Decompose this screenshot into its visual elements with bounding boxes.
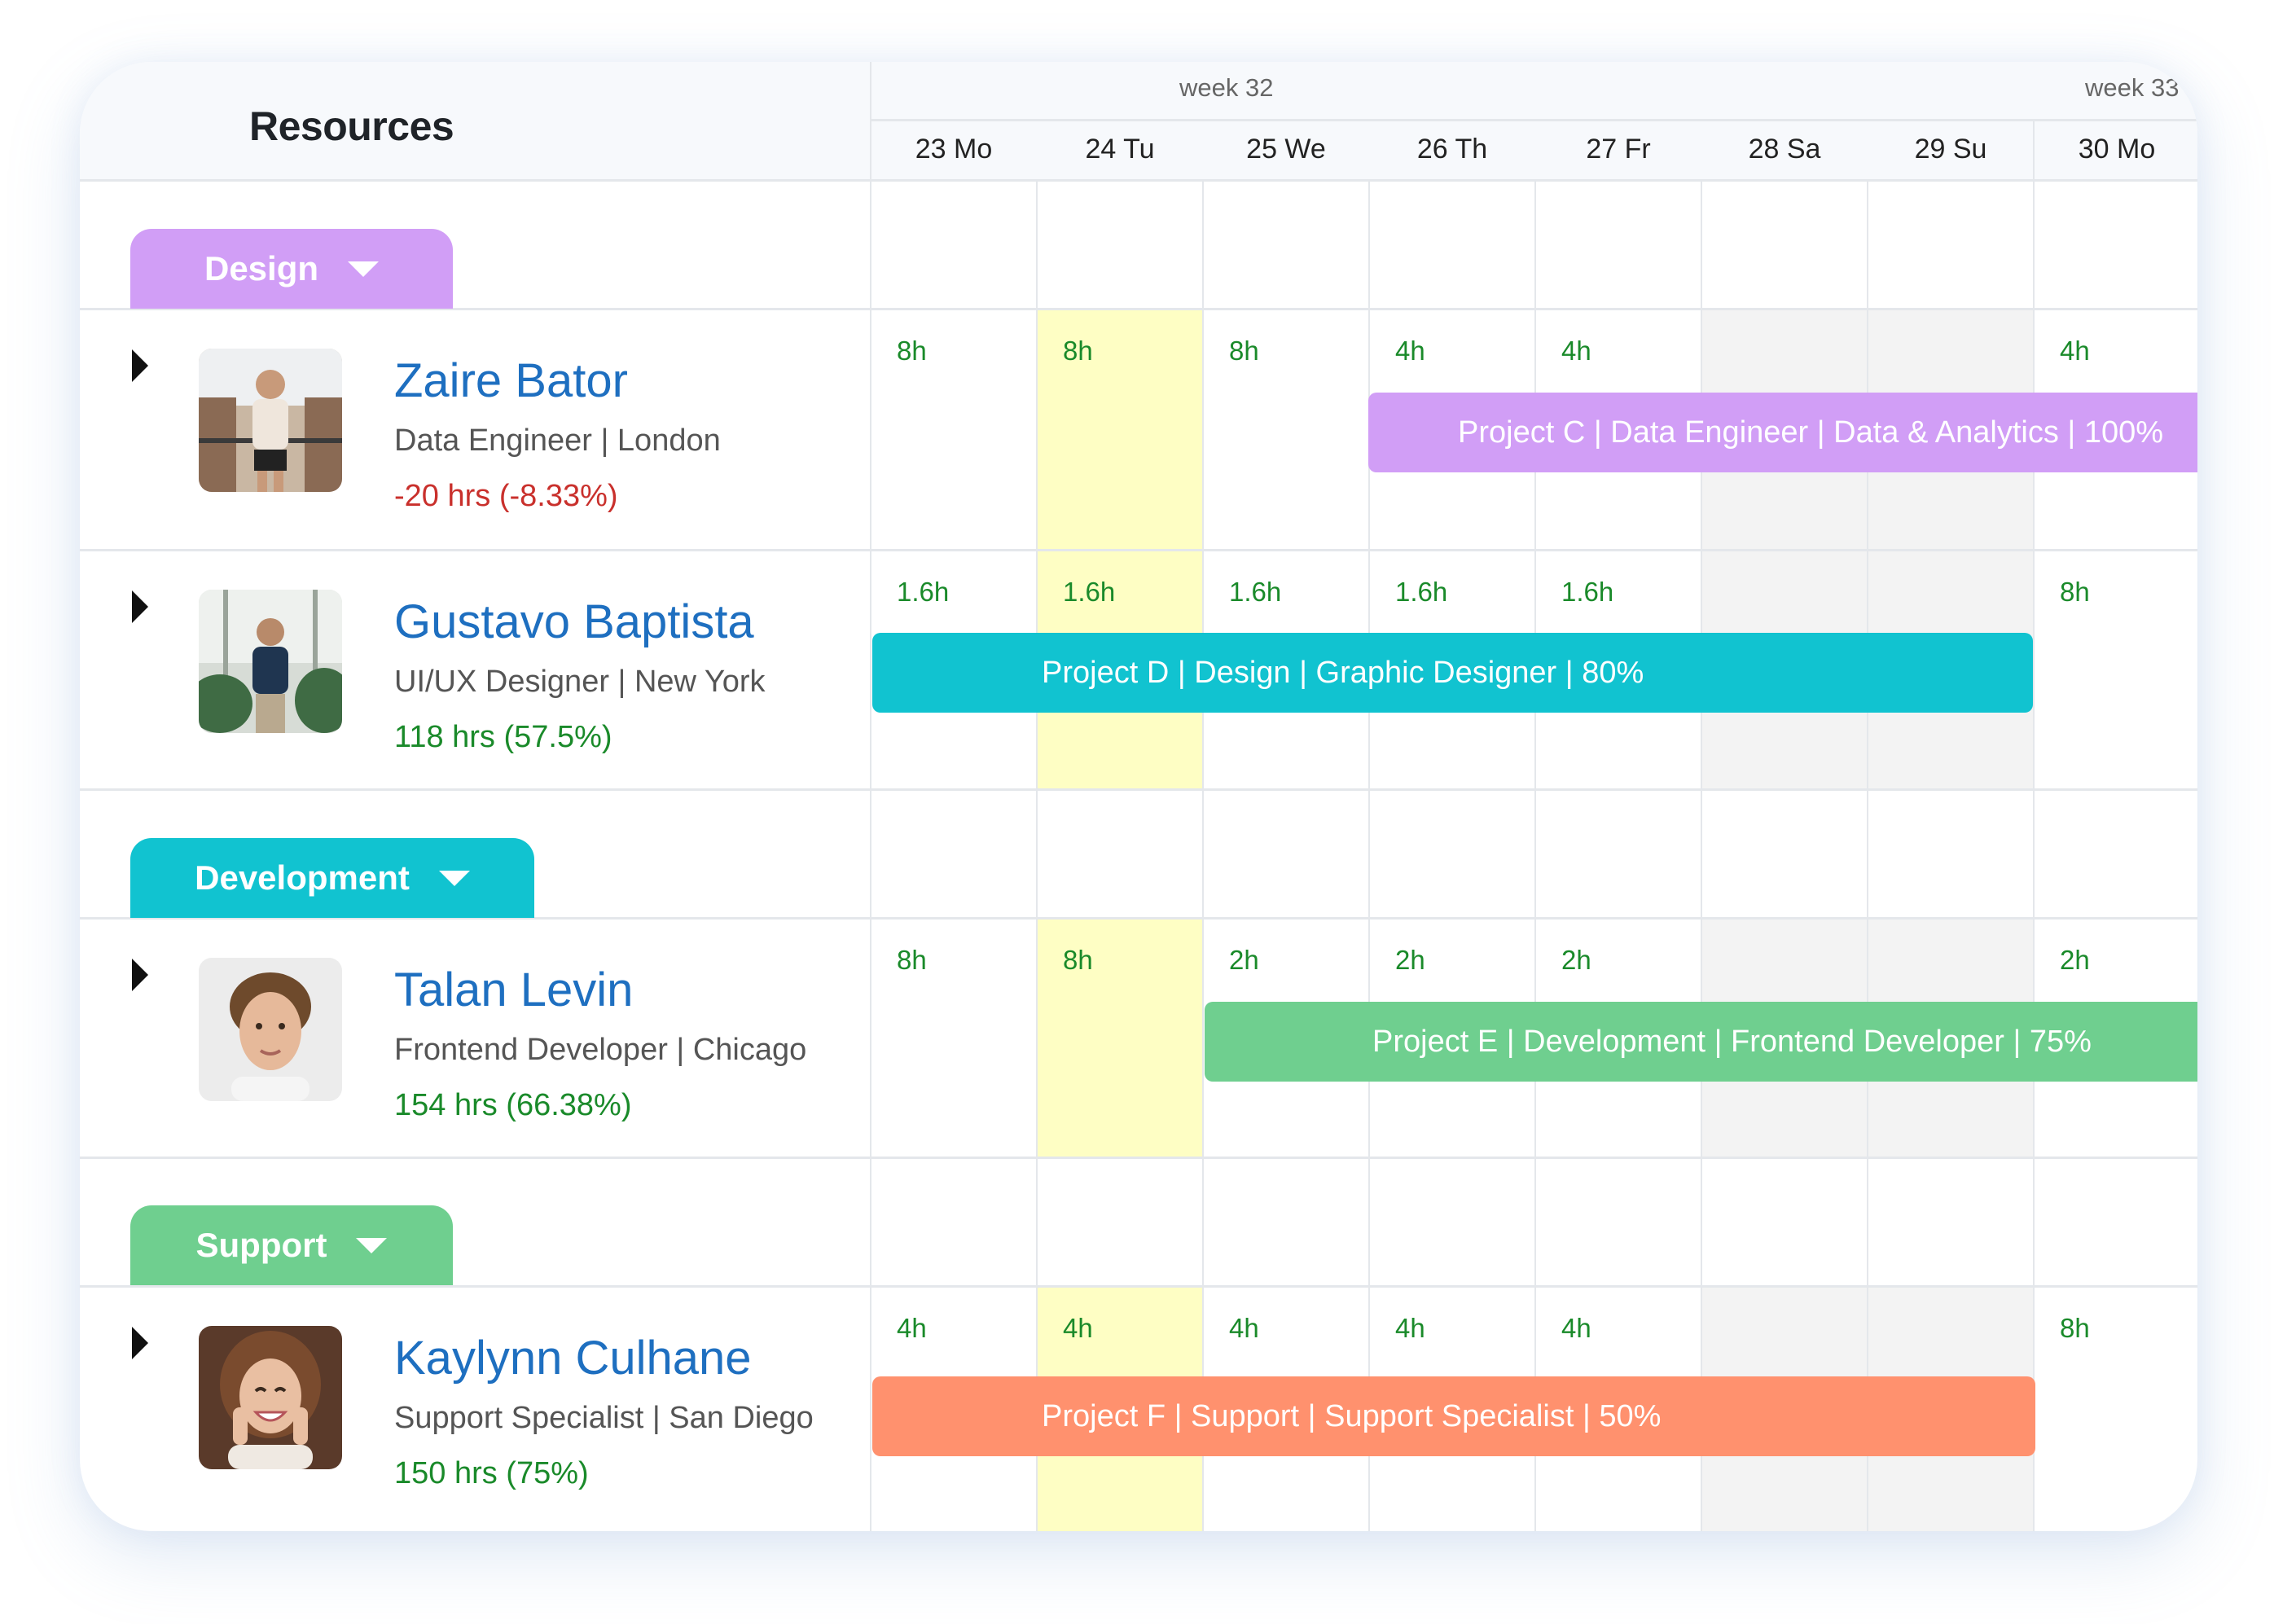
day-header: 23 Mo bbox=[915, 134, 993, 165]
group-tab-support[interactable]: Support bbox=[130, 1205, 453, 1285]
day-hours: 4h bbox=[2060, 336, 2090, 366]
project-bar-label: Project E | Development | Frontend Devel… bbox=[1372, 1024, 2092, 1059]
day-header: 27 Fr bbox=[1586, 134, 1651, 165]
project-bar-c[interactable]: Project C | Data Engineer | Data & Analy… bbox=[1368, 393, 2197, 472]
week-label: week 32 bbox=[1179, 73, 1274, 102]
resource-role: Frontend Developer | Chicago bbox=[394, 1033, 807, 1067]
project-bar-e[interactable]: Project E | Development | Frontend Devel… bbox=[1205, 1002, 2197, 1082]
avatar bbox=[199, 590, 342, 733]
resource-name[interactable]: Kaylynn Culhane bbox=[394, 1332, 752, 1385]
grid-line bbox=[1036, 181, 1038, 1531]
grid-line bbox=[2033, 119, 2035, 1531]
row-divider bbox=[80, 549, 2197, 551]
resource-hours-summary: -20 hrs (-8.33%) bbox=[394, 479, 618, 513]
day-header: 29 Su bbox=[1914, 134, 1987, 165]
resource-hours-summary: 154 hrs (66.38%) bbox=[394, 1088, 632, 1122]
day-header: 30 Mo bbox=[2078, 134, 2156, 165]
day-hours: 8h bbox=[897, 336, 927, 366]
group-tab-design[interactable]: Design bbox=[130, 229, 453, 309]
resource-role: Support Specialist | San Diego bbox=[394, 1401, 814, 1435]
resource-hours-summary: 118 hrs (57.5%) bbox=[394, 720, 612, 754]
day-hours: 8h bbox=[1229, 336, 1259, 366]
grid-line bbox=[1534, 181, 1536, 1531]
timeline-header bbox=[871, 62, 2197, 181]
row-divider bbox=[80, 308, 2197, 310]
day-hours: 1.6h bbox=[1395, 577, 1448, 607]
day-hours: 4h bbox=[1395, 1313, 1425, 1343]
day-hours: 8h bbox=[2060, 1313, 2090, 1343]
day-header: 26 Th bbox=[1416, 134, 1488, 165]
resource-role: Data Engineer | London bbox=[394, 424, 721, 458]
project-bar-f[interactable]: Project F | Support | Support Specialist… bbox=[872, 1376, 2035, 1456]
day-hours: 4h bbox=[1561, 336, 1591, 366]
group-label: Development bbox=[195, 858, 410, 897]
grid-line bbox=[1368, 181, 1370, 1531]
resource-name[interactable]: Gustavo Baptista bbox=[394, 595, 754, 648]
grid-line bbox=[1202, 181, 1204, 1531]
day-hours: 1.6h bbox=[1229, 577, 1282, 607]
caret-down-icon[interactable] bbox=[356, 1237, 388, 1253]
expand-row-icon[interactable] bbox=[132, 349, 148, 382]
project-bar-d[interactable]: Project D | Design | Graphic Designer | … bbox=[872, 633, 2033, 713]
day-hours: 2h bbox=[2060, 945, 2090, 975]
grid-line bbox=[1867, 181, 1868, 1531]
week-label: week 33 bbox=[2085, 73, 2180, 102]
avatar bbox=[199, 1326, 342, 1469]
day-hours: 4h bbox=[897, 1313, 927, 1343]
day-hours: 4h bbox=[1063, 1313, 1093, 1343]
grid-line bbox=[870, 62, 871, 1531]
row-divider bbox=[80, 1157, 2197, 1159]
row-divider bbox=[80, 788, 2197, 791]
group-label: Support bbox=[195, 1226, 327, 1264]
row-divider bbox=[80, 917, 2197, 920]
caret-down-icon[interactable] bbox=[438, 870, 470, 886]
resources-title: Resources bbox=[249, 103, 454, 149]
resource-hours-summary: 150 hrs (75%) bbox=[394, 1456, 589, 1490]
day-hours: 4h bbox=[1561, 1313, 1591, 1343]
day-header: 28 Sa bbox=[1748, 134, 1821, 165]
avatar bbox=[199, 349, 342, 492]
day-hours: 1.6h bbox=[1561, 577, 1614, 607]
divider bbox=[871, 119, 2197, 121]
resource-name[interactable]: Zaire Bator bbox=[394, 354, 628, 407]
expand-row-icon[interactable] bbox=[132, 590, 148, 623]
expand-row-icon[interactable] bbox=[132, 1327, 148, 1359]
day-hours: 8h bbox=[2060, 577, 2090, 607]
caret-down-icon[interactable] bbox=[348, 261, 380, 277]
resource-role: UI/UX Designer | New York bbox=[394, 665, 766, 699]
project-bar-label: Project F | Support | Support Specialist… bbox=[1042, 1398, 1662, 1433]
day-header: 25 We bbox=[1246, 134, 1326, 165]
grid-line bbox=[1701, 181, 1702, 1531]
group-label: Design bbox=[204, 249, 319, 287]
day-hours: 8h bbox=[1063, 945, 1093, 975]
day-hours: 2h bbox=[1395, 945, 1425, 975]
day-hours: 4h bbox=[1229, 1313, 1259, 1343]
day-hours: 2h bbox=[1561, 945, 1591, 975]
day-hours: 1.6h bbox=[897, 577, 950, 607]
day-hours: 8h bbox=[897, 945, 927, 975]
resource-scheduler-card: Resources week 32 week 33 23 Mo 24 Tu 25… bbox=[80, 62, 2197, 1531]
project-bar-label: Project D | Design | Graphic Designer | … bbox=[1042, 655, 1644, 690]
row-divider bbox=[80, 1285, 2197, 1288]
resources-header bbox=[80, 62, 871, 181]
group-tab-development[interactable]: Development bbox=[130, 838, 534, 918]
today-column bbox=[1037, 919, 1203, 1157]
day-hours: 2h bbox=[1229, 945, 1259, 975]
day-hours: 1.6h bbox=[1063, 577, 1116, 607]
day-hours: 4h bbox=[1395, 336, 1425, 366]
avatar bbox=[199, 958, 342, 1101]
day-hours: 8h bbox=[1063, 336, 1093, 366]
expand-row-icon[interactable] bbox=[132, 959, 148, 991]
row-divider bbox=[80, 179, 2197, 182]
day-header: 24 Tu bbox=[1085, 134, 1155, 165]
resource-name[interactable]: Talan Levin bbox=[394, 963, 634, 1016]
project-bar-label: Project C | Data Engineer | Data & Analy… bbox=[1458, 415, 2164, 450]
